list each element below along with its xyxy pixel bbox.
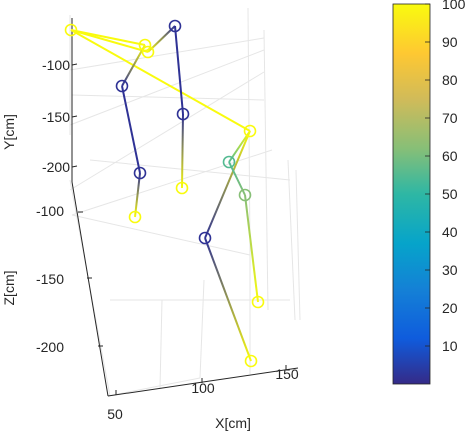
x-tick-label: 100 [191,380,215,396]
y-axis-label: Y[cm] [1,114,17,150]
z-tick-label: -150 [36,271,64,287]
bone-segment [70,29,251,132]
y-tick-mark [71,115,78,118]
joint-marker-l-hand [175,181,189,195]
joint-marker-hip-r [243,124,257,138]
bone-segment [204,130,251,239]
bone-segment [134,172,141,218]
colorbar-tick-label: 30 [442,262,458,278]
bone-segment [121,44,146,87]
x-axis-label: X[cm] [215,415,251,431]
z-axis-line [71,181,109,397]
grid-line [107,377,201,397]
grid-line [287,159,296,321]
colorbar-tick-label: 10 [442,338,458,354]
joint-marker-r-shoulder [141,45,155,59]
colorbar-tick-label: 20 [442,300,458,316]
bone-segment [174,25,184,115]
grid-line [263,29,269,311]
joint-marker-neck [138,38,152,52]
grid-line [71,149,273,216]
colorbar: 10 20 30 40 50 60 70 80 90 100 [392,0,466,385]
colorbar-tick-label: 60 [442,148,458,164]
y-tick-mark [71,165,78,168]
axes-layer [71,18,299,397]
grid-line [69,71,265,191]
joint-marker-ankle-r [244,354,258,368]
grid-layer [69,7,301,397]
z-axis-labels: -100 -150 -200 Z[cm] [1,203,64,355]
y-axis-labels: -100 -150 -200 Y[cm] [1,57,70,175]
z-axis-label: Z[cm] [1,271,17,306]
grid-line [199,279,205,379]
joint-marker-r-wrist [133,166,147,180]
joint-marker-hip-l [222,155,236,169]
joint-marker-ankle-l [251,295,265,309]
colorbar-gradient [392,3,431,385]
grid-line [247,7,251,251]
grid-line [71,214,251,256]
colorbar-tick-label: 70 [442,110,458,126]
grid-line [69,37,265,71]
bone-segment [181,113,184,189]
bones-layer [70,25,259,362]
colorbar-ticks: 10 20 30 40 50 60 70 80 90 100 [425,0,466,354]
joint-marker-knee-r [198,231,212,245]
grid-line [89,159,291,181]
colorbar-tick-label: 90 [442,34,458,50]
joint-marker-r-elbow [115,79,129,93]
z-tick-label: -200 [36,339,64,355]
joint-marker-l-elbow [176,107,190,121]
grid-line [69,49,265,126]
colorbar-tick-label: 80 [442,72,458,88]
x-tick-label: 150 [275,366,299,382]
x-tick-label: 50 [107,406,123,422]
x-axis-labels: 50 100 150 X[cm] [107,366,299,431]
y-tick-label: -200 [42,159,70,175]
bone-segment [244,194,259,303]
colorbar-tick-label: 40 [442,224,458,240]
bone-segment [70,29,149,53]
joint-marker-knee-l [238,188,252,202]
y-tick-label: -100 [42,57,70,73]
grid-line [295,169,301,321]
joint-marker-l-shoulder [168,19,182,33]
y-tick-mark [71,63,78,66]
colorbar-tick-label: 50 [442,186,458,202]
bone-segment [204,237,252,362]
z-tick-label: -100 [36,203,64,219]
joint-marker-head [64,23,78,37]
grid-line [159,299,163,389]
joint-marker-r-hand [128,210,142,224]
y-tick-label: -150 [42,109,70,125]
grid-line [71,94,265,101]
x-axis-line [107,367,299,397]
bone-segment [121,85,141,174]
colorbar-tick-label: 100 [442,0,466,12]
joints-layer [64,19,265,368]
